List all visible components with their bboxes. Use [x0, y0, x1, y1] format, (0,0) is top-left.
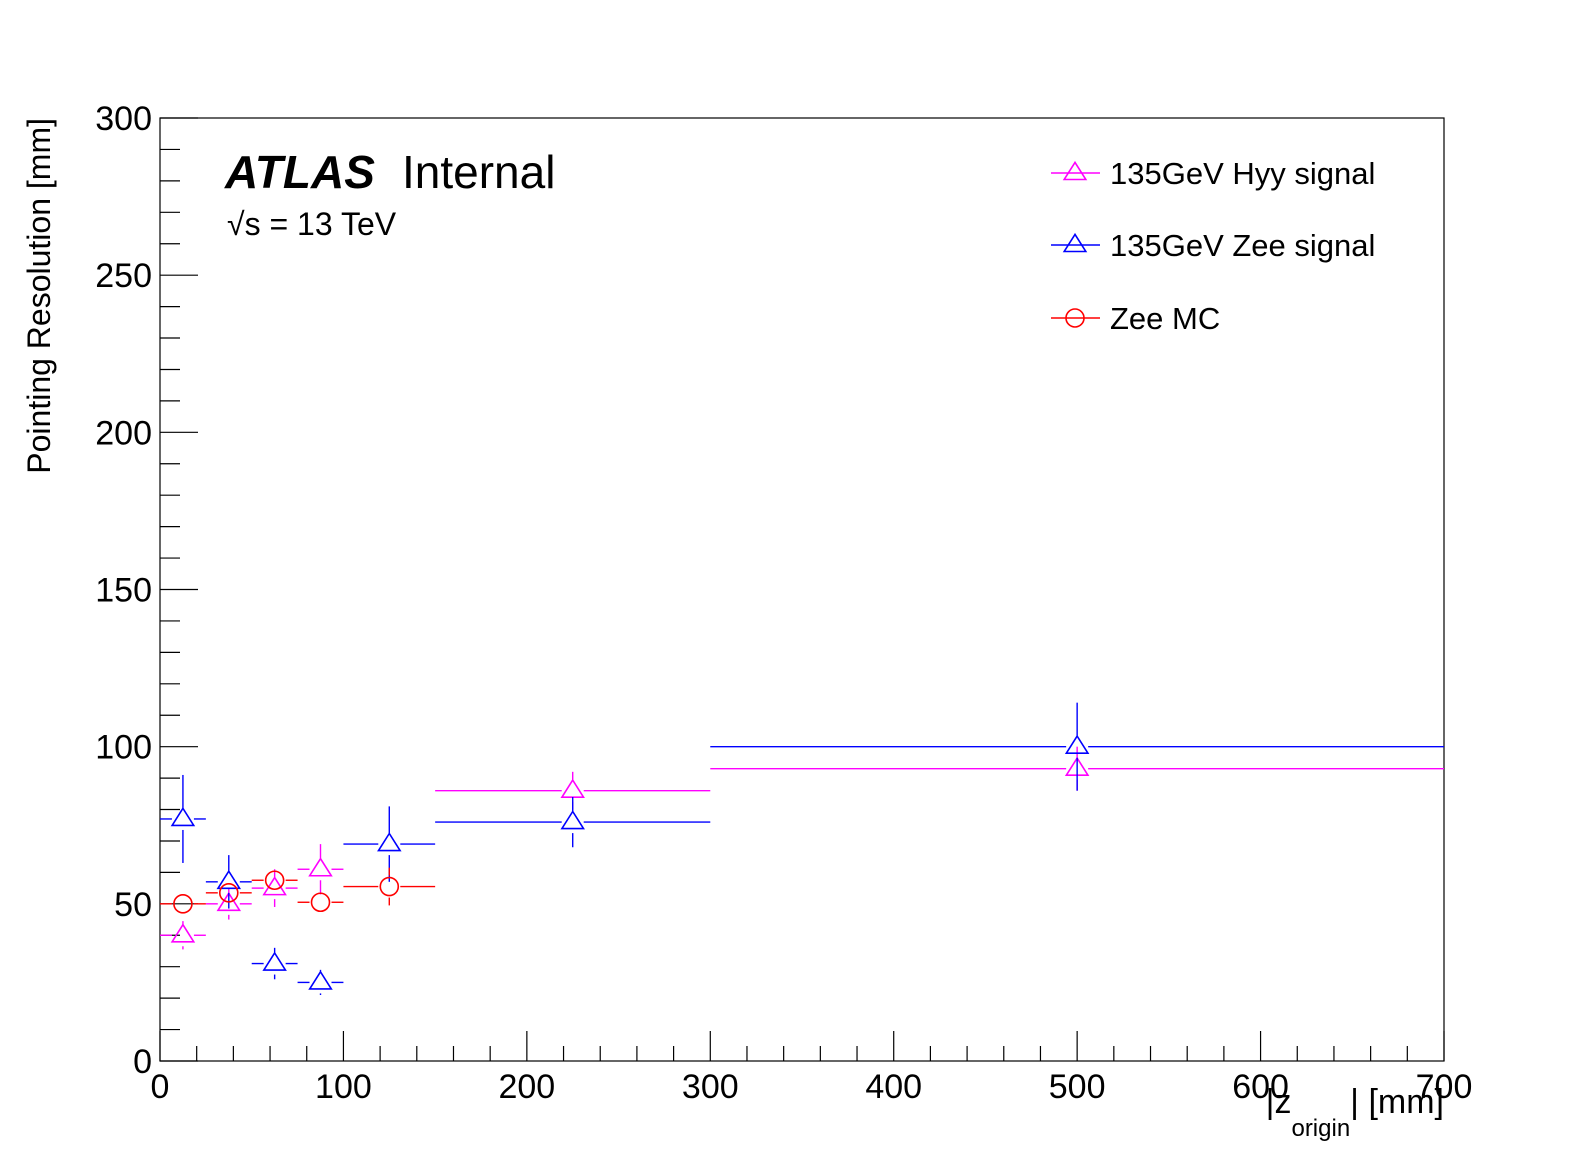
- legend-label: 135GeV Zee signal: [1110, 228, 1375, 263]
- data-point: [170, 923, 196, 943]
- y-tick-label: 150: [95, 572, 152, 610]
- y-tick-label: 0: [133, 1043, 152, 1081]
- data-point: [173, 894, 193, 914]
- data-point: [560, 810, 585, 830]
- y-axis-title: Pointing Resolution [mm]: [21, 118, 57, 474]
- data-point: [170, 806, 196, 827]
- status-label: Internal: [402, 146, 555, 198]
- legend-label: Zee MC: [1110, 301, 1220, 336]
- legend-entry: Zee MC: [1051, 301, 1220, 336]
- x-tick-label: 500: [1049, 1068, 1106, 1106]
- data-point: [216, 891, 242, 912]
- x-axis-title-tail: | [mm]: [1350, 1083, 1444, 1121]
- energy-label: √s = 13 TeV: [227, 206, 397, 242]
- x-tick-label: 400: [865, 1068, 922, 1106]
- energy-s: s: [245, 206, 261, 242]
- data-point: [377, 832, 402, 852]
- atlas-label: ATLAS: [224, 146, 375, 198]
- series-0: [160, 746, 1444, 950]
- legend-label: 135GeV Hyy signal: [1110, 156, 1375, 191]
- data-point: [310, 892, 331, 913]
- series-1: [160, 702, 1444, 995]
- data-point: [308, 970, 333, 990]
- data-point: [560, 778, 585, 798]
- x-axis-title-main: |z: [1266, 1083, 1292, 1121]
- y-tick-label: 300: [95, 100, 152, 138]
- legend-entry: 135GeV Hyy signal: [1051, 156, 1375, 191]
- x-tick-label: 600: [1232, 1068, 1289, 1106]
- x-tick-label: 100: [315, 1068, 372, 1106]
- y-tick-label: 200: [95, 414, 152, 452]
- data-point: [308, 857, 333, 877]
- series-2: [160, 867, 436, 914]
- data-point: [264, 870, 285, 891]
- data-point: [218, 883, 239, 903]
- data-point: [216, 869, 242, 890]
- x-axis-title: |zorigin| [mm]: [1266, 1083, 1444, 1142]
- y-tick-label: 50: [114, 886, 152, 924]
- data-point: [1065, 308, 1085, 328]
- axes: 0 100 200 300 400 500 600 700 0 50 100 150 200 250 300: [95, 100, 1472, 1106]
- y-tick-label: 100: [95, 729, 152, 767]
- x-tick-label: 200: [498, 1068, 555, 1106]
- x-tick-label: 0: [151, 1068, 170, 1106]
- data-layer: [160, 702, 1444, 995]
- data-point: [262, 876, 287, 896]
- x-axis-title-sub: origin: [1291, 1115, 1350, 1142]
- data-point: [262, 951, 287, 971]
- data-point: [1064, 734, 1090, 754]
- data-point: [1062, 232, 1088, 253]
- y-tick-label: 250: [95, 257, 152, 295]
- data-point: [1062, 160, 1088, 181]
- x-tick-label: 700: [1416, 1068, 1473, 1106]
- energy-value: = 13 TeV: [261, 206, 397, 242]
- sqrt-symbol: √: [227, 206, 245, 242]
- data-point: [379, 876, 400, 897]
- legend-entry: 135GeV Zee signal: [1051, 228, 1375, 263]
- x-tick-label: 300: [682, 1068, 739, 1106]
- legend: 135GeV Hyy signal 135GeV Zee signal Zee MC: [1051, 156, 1375, 336]
